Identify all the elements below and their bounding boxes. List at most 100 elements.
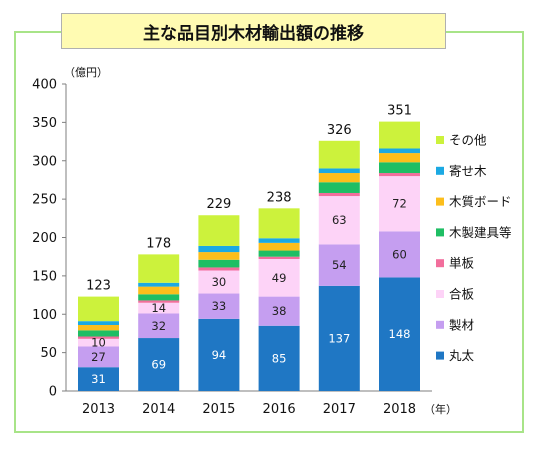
legend-label: 製材 — [449, 317, 474, 332]
data-label: 38 — [272, 304, 287, 318]
bar-segment — [258, 208, 300, 239]
bar-segment — [138, 294, 180, 301]
data-label: 32 — [151, 319, 166, 333]
y-tick-label: 200 — [32, 231, 57, 246]
legend-label: 合板 — [449, 287, 475, 302]
bar-segment — [198, 252, 240, 260]
bar-segment — [379, 148, 420, 154]
total-label: 351 — [387, 104, 412, 119]
legend-swatch — [436, 166, 444, 175]
bar-segment — [318, 182, 360, 193]
bar-segment — [198, 215, 240, 246]
bar-segment — [198, 293, 240, 319]
data-label: 14 — [151, 301, 166, 315]
bar-segment — [198, 270, 240, 294]
bar-segment — [198, 318, 240, 391]
bar-segment — [138, 282, 180, 287]
bar-segment — [138, 302, 180, 314]
data-label: 27 — [91, 350, 106, 364]
bar-segment — [198, 245, 240, 253]
bar-segment — [379, 162, 420, 174]
legend-label: 単板 — [449, 256, 475, 271]
bar-segment — [379, 277, 420, 391]
bar-segment — [258, 250, 300, 257]
bar-segment — [78, 296, 119, 322]
legend-label: 木製建具等 — [449, 225, 512, 240]
total-label: 123 — [86, 279, 111, 294]
bar-segment — [318, 196, 360, 245]
bar-segment — [318, 285, 360, 391]
bar-layer — [78, 121, 420, 391]
bar-segment — [138, 286, 180, 295]
bar-segment — [379, 173, 420, 177]
bar-segment — [258, 296, 300, 326]
bar-segment — [138, 254, 180, 283]
data-label: 69 — [151, 358, 166, 372]
data-label: 49 — [272, 271, 287, 285]
total-label: 229 — [206, 197, 231, 212]
bar-segment — [258, 325, 300, 391]
axis-layer: 0 50 100 150 200 250 300 350 400 （億円） （年） 2013 2014 2… — [32, 66, 457, 417]
data-label: 137 — [328, 331, 350, 345]
x-tick-label: 2018 — [383, 402, 416, 417]
data-label: 54 — [332, 258, 347, 272]
legend-swatch — [436, 228, 444, 237]
bar-segment — [379, 176, 420, 232]
bar-segment — [318, 173, 360, 183]
bar-segment — [318, 192, 360, 197]
total-label: 178 — [146, 236, 171, 251]
bar-segment — [78, 338, 119, 347]
y-tick-label: 300 — [32, 154, 57, 169]
data-label: 31 — [91, 372, 106, 386]
bar-segment — [318, 140, 360, 169]
y-tick-label: 250 — [32, 193, 57, 208]
y-tick-label: 50 — [40, 346, 57, 361]
bar-segment — [138, 300, 180, 303]
bar-segment — [78, 367, 119, 391]
data-label: 72 — [392, 197, 407, 211]
bar-segment — [258, 238, 300, 243]
bar-segment — [138, 338, 180, 391]
bar-segment — [318, 244, 360, 286]
x-tick-label: 2016 — [263, 402, 296, 417]
chart-title: 主な品目別木材輸出額の推移 — [61, 13, 446, 49]
bar-segment — [258, 258, 300, 297]
data-label: 30 — [212, 275, 227, 289]
bar-segment — [78, 321, 119, 325]
legend-swatch — [436, 259, 444, 268]
bar-segment — [258, 256, 300, 259]
total-label: 238 — [267, 190, 292, 205]
data-label: 10 — [91, 336, 106, 350]
bar-segment — [198, 267, 240, 271]
y-axis-unit: （億円） — [64, 66, 108, 79]
legend-swatch — [436, 290, 444, 298]
legend-label: 寄せ木 — [449, 163, 487, 178]
bar-segment — [78, 324, 119, 331]
bar-segment — [318, 168, 360, 174]
bar-segment — [379, 121, 420, 149]
y-tick-label: 400 — [32, 78, 57, 93]
x-axis-unit: （年） — [424, 402, 457, 416]
data-label: 63 — [332, 213, 347, 227]
data-label: 85 — [272, 351, 287, 365]
bar-segment — [258, 242, 300, 251]
y-tick-label: 150 — [32, 269, 57, 284]
data-label: 94 — [212, 348, 227, 362]
legend-label: 木質ボード — [449, 194, 512, 209]
bar-segment — [78, 336, 119, 339]
data-label: 148 — [389, 327, 411, 341]
y-tick-label: 0 — [49, 385, 57, 400]
bar-segment — [379, 231, 420, 278]
bar-segment — [78, 330, 119, 337]
bar-segment — [78, 346, 119, 368]
total-label: 326 — [327, 123, 352, 138]
x-tick-label: 2017 — [323, 402, 356, 417]
bar-segment — [379, 153, 420, 163]
bar-segment — [138, 313, 180, 339]
legend-label: その他 — [449, 133, 487, 148]
legend-swatch — [436, 197, 444, 206]
data-label: 33 — [212, 299, 227, 313]
